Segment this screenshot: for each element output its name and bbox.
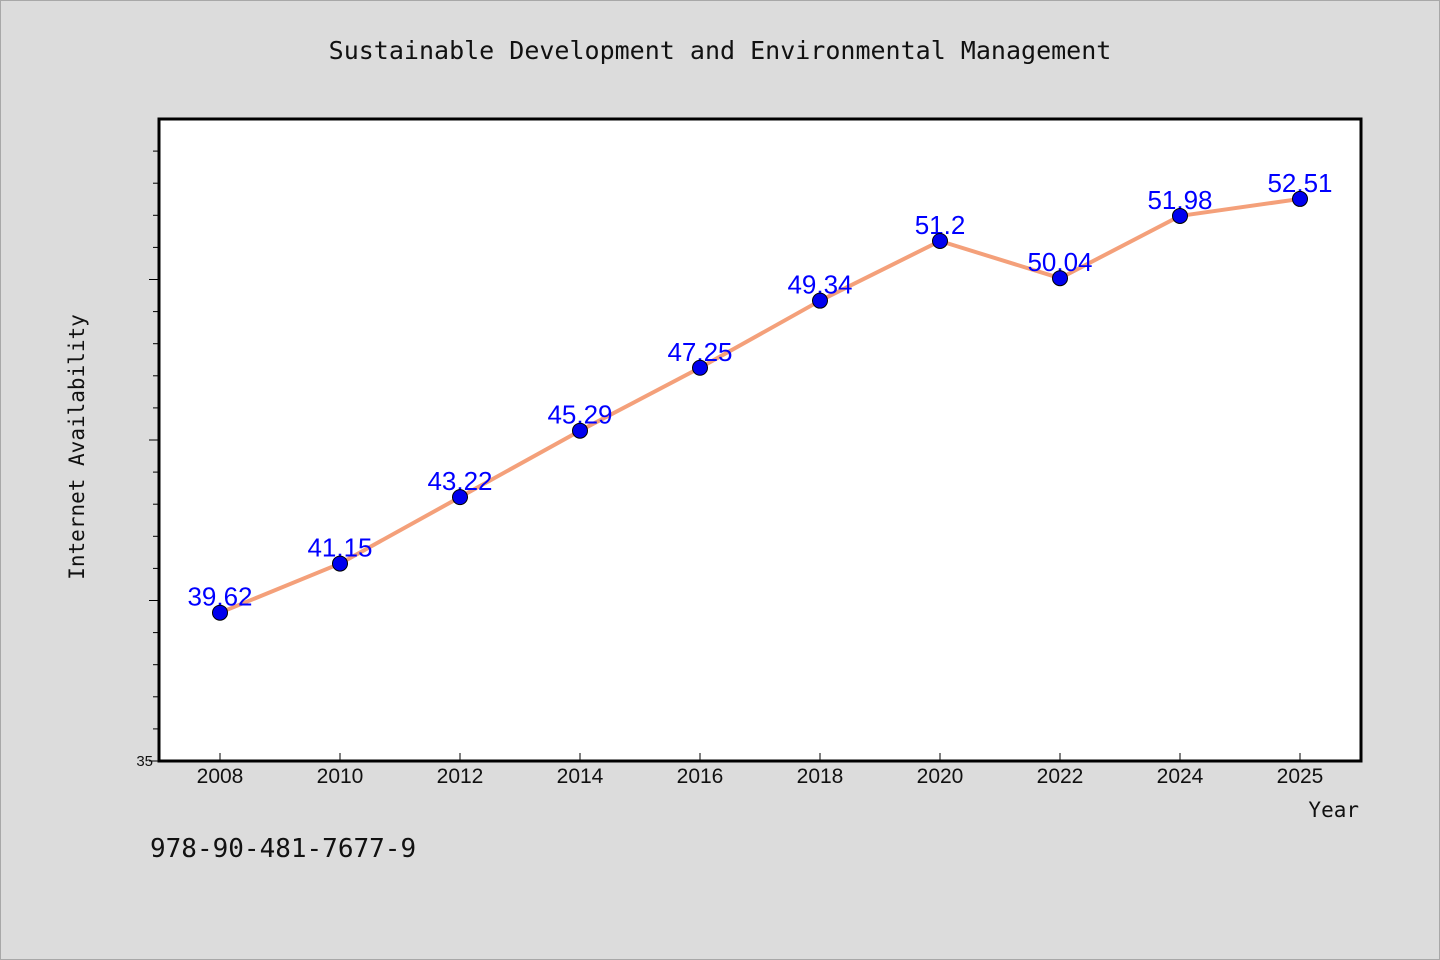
y-axis-label: Internet Availability (65, 314, 89, 580)
x-tick-label: 2014 (557, 765, 604, 788)
x-tick-label: 2025 (1277, 765, 1324, 788)
data-point (1292, 190, 1308, 207)
x-tick-label: 2018 (797, 765, 844, 788)
data-point (332, 555, 348, 572)
data-point (212, 604, 228, 621)
series-group: 39.6241.1543.2245.2947.2549.3451.250.045… (187, 168, 1333, 621)
y-axis-ticks: 35 (136, 150, 159, 770)
x-tick-label: 2024 (1157, 765, 1204, 788)
x-tick-label: 2010 (317, 765, 364, 788)
data-point (452, 489, 468, 506)
data-point (812, 292, 828, 309)
series-line (218, 196, 1302, 615)
data-point (1172, 207, 1188, 224)
data-point (932, 232, 948, 249)
x-tick-label: 2008 (197, 765, 244, 788)
isbn-code: 978-90-481-7677-9 (150, 834, 417, 864)
x-axis-label: Year (1308, 798, 1359, 822)
y-tick-label: 35 (136, 753, 153, 770)
x-tick-label: 2016 (677, 765, 724, 788)
x-axis-ticks: 2008 2010 2012 2014 2016 2018 2020 2022 2024 2025 (197, 753, 1324, 788)
x-tick-label: 2012 (437, 765, 484, 788)
chart-title: Sustainable Development and Environmenta… (328, 36, 1112, 65)
x-tick-label: 2022 (1037, 765, 1084, 788)
data-point (692, 359, 708, 376)
data-point (1052, 270, 1068, 287)
x-tick-label: 2020 (917, 765, 964, 788)
data-point (572, 422, 588, 439)
